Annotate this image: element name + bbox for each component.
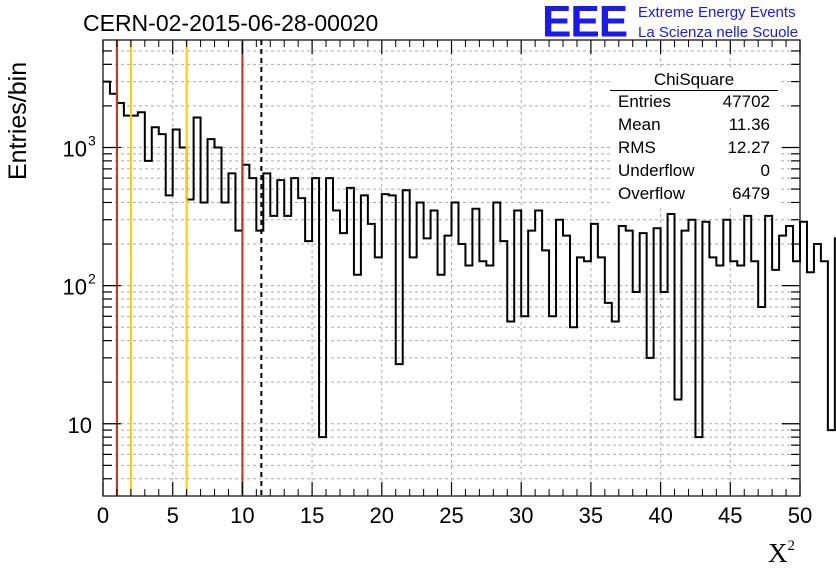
- axis-ticks: [102, 40, 801, 496]
- stats-value: 6479: [732, 184, 770, 203]
- x-axis-label: X2: [768, 538, 795, 569]
- stats-value: 0: [760, 161, 770, 180]
- x-tick-label: 45: [718, 503, 742, 528]
- stats-value: 12.27: [727, 138, 770, 157]
- x-tick-label: 10: [230, 503, 254, 528]
- x-tick-label: 35: [579, 503, 603, 528]
- stats-box: ChiSquare Entries 47702 Mean 11.36 RMS 1…: [610, 68, 778, 208]
- x-tick-label: 5: [167, 503, 179, 528]
- stats-key: Overflow: [618, 184, 686, 203]
- y-tick-label: 10: [68, 413, 92, 438]
- histogram-outline: [103, 80, 836, 439]
- x-tick-label: 50: [788, 503, 812, 528]
- logo-caption-line2: La Scienza nelle Scuole: [638, 24, 799, 41]
- stats-row-overflow: Overflow 6479: [618, 184, 770, 207]
- grid: [103, 40, 800, 496]
- y-axis-label: Entries/bin: [4, 61, 32, 180]
- stats-row-rms: RMS 12.27: [618, 138, 770, 161]
- stats-row-entries: Entries 47702: [618, 92, 770, 115]
- stats-value: 11.36: [728, 115, 770, 134]
- y-tick-exponent: 2: [88, 271, 96, 287]
- x-axis-label-text: X: [768, 538, 788, 568]
- stats-key: Entries: [618, 92, 671, 111]
- y-tick-label: 10: [63, 136, 87, 161]
- stats-divider: [610, 90, 778, 91]
- histogram-bars: [103, 80, 836, 439]
- x-tick-label: 30: [509, 503, 533, 528]
- y-tick-exponent: 3: [88, 132, 96, 148]
- y-tick-label: 10: [63, 275, 87, 300]
- x-tick-label: 20: [370, 503, 394, 528]
- stats-title: ChiSquare: [653, 70, 735, 89]
- stats-key: Underflow: [618, 161, 695, 180]
- x-tick-label: 0: [97, 503, 109, 528]
- stats-row-mean: Mean 11.36: [618, 115, 770, 138]
- reference-lines: [115, 40, 263, 496]
- run-title: CERN-02-2015-06-28-00020: [83, 10, 379, 36]
- stats-row-underflow: Underflow 0: [618, 161, 770, 184]
- eee-logo: EEE: [542, 0, 628, 47]
- stats-key: RMS: [618, 138, 656, 157]
- stats-value: 47702: [722, 92, 770, 111]
- x-tick-label: 15: [300, 503, 324, 528]
- x-axis-label-superscript: 2: [787, 538, 796, 554]
- x-tick-label: 25: [439, 503, 463, 528]
- logo-caption-line1: Extreme Energy Events: [638, 4, 796, 21]
- stats-key: Mean: [618, 115, 661, 134]
- x-tick-label: 40: [648, 503, 672, 528]
